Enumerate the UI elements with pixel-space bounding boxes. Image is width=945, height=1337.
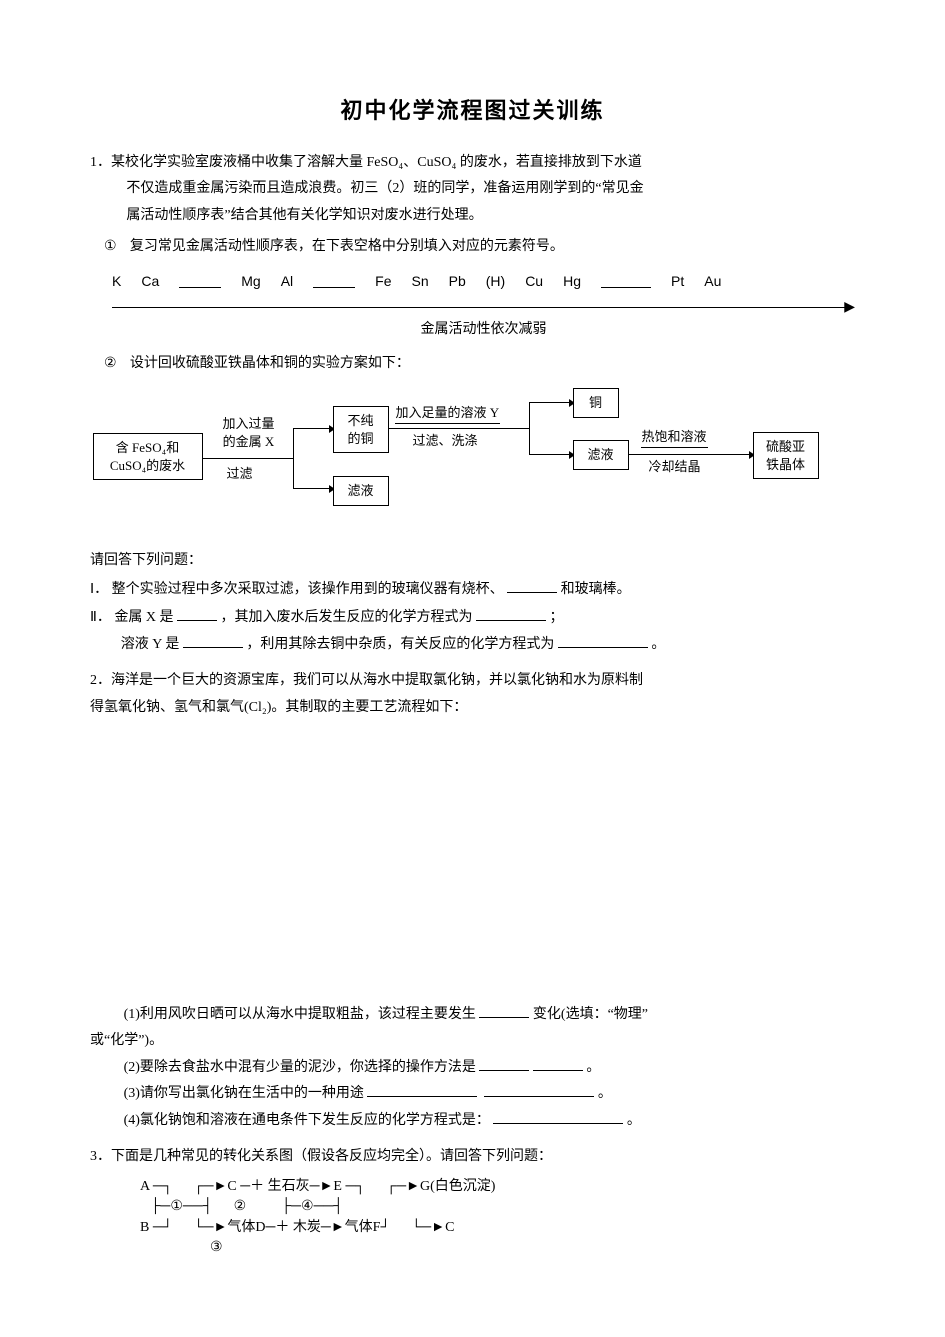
q3: 3．下面是几种常见的转化关系图（假设各反应均完全）。请回答下列问题：: [90, 1144, 855, 1171]
series-pb: Pb: [449, 268, 466, 295]
step2-mark: ②: [104, 349, 126, 376]
step1-text: 复习常见金属活动性顺序表，在下表空格中分别填入对应的元素符号。: [130, 239, 564, 254]
q2-p1-a: (1)利用风吹日晒可以从海水中提取粗盐，该过程主要发生: [124, 1007, 476, 1022]
II-blank-y: [183, 632, 243, 648]
flow-op: 热饱和溶液: [641, 428, 708, 448]
q2-p3: (3)请你写出氯化钠在生活中的一种用途 。: [90, 1081, 855, 1108]
series-h: (H): [486, 268, 505, 295]
page-title: 初中化学流程图过关训练: [90, 90, 855, 132]
I-text-b: 和玻璃棒。: [561, 582, 631, 597]
II-blank-eq1: [476, 605, 546, 621]
q1-step2: ② 设计回收硫酸亚铁晶体和铜的实验方案如下：: [90, 349, 855, 378]
flow-filter-wash: 过滤、洗涤: [413, 432, 478, 450]
q2-p2-b: 。: [586, 1060, 600, 1075]
series-sn: Sn: [412, 268, 429, 295]
q2-p1c: 或“化学”)。: [90, 1028, 855, 1055]
flow-filter-1: 过滤: [227, 465, 253, 483]
flow-box-filtrate-1: 滤液: [333, 476, 389, 506]
q2-p4-a: (4)氯化钠饱和溶液在通电条件下发生反应的化学方程式是：: [124, 1113, 490, 1128]
q2-p2: (2)要除去食盐水中混有少量的泥沙，你选择的操作方法是 。: [90, 1055, 855, 1082]
series-arrow: ▶: [112, 297, 855, 317]
q2-p2-a: (2)要除去食盐水中混有少量的泥沙，你选择的操作方法是: [124, 1060, 476, 1075]
II-l1-b: ，其加入废水后发生反应的化学方程式为: [221, 610, 473, 625]
I-text-a: 整个实验过程中多次采取过滤，该操作用到的玻璃仪器有烧杯、: [112, 582, 504, 597]
q2-p4-blank: [493, 1108, 623, 1124]
flow-op2: 冷却结晶: [649, 458, 701, 476]
q2-p3-a: (3)请你写出氯化钠在生活中的一种用途: [124, 1086, 364, 1101]
flow-add-x: 加入过量 的金属 X: [209, 415, 289, 450]
q2-number: 2．: [90, 673, 111, 688]
series-arrow-label: 金属活动性依次减弱: [112, 317, 855, 344]
q1-step1: ① 复习常见金属活动性顺序表，在下表空格中分别填入对应的元素符号。: [90, 232, 855, 261]
series-blank-1: [179, 274, 221, 288]
flow-box-cu: 铜: [573, 388, 619, 418]
series-al: Al: [281, 268, 293, 295]
q2-p4: (4)氯化钠饱和溶液在通电条件下发生反应的化学方程式是： 。: [90, 1108, 855, 1135]
q1-line3: 属活动性顺序表”结合其他有关化学知识对废水进行处理。: [90, 203, 855, 230]
II-label: Ⅱ．: [90, 610, 111, 625]
II-l1-c: ；: [550, 610, 564, 625]
series-fe: Fe: [375, 268, 391, 295]
q1-II-line2: 溶液 Y 是 ，利用其除去铜中杂质，有关反应的化学方程式为 。: [90, 632, 855, 659]
series-au: Au: [704, 268, 721, 295]
II-l2-a: 溶液 Y 是: [121, 637, 180, 652]
q2-p3-blank1: [367, 1081, 477, 1097]
flow-box-crystal: 硫酸亚 铁晶体: [753, 432, 819, 479]
q1-after-flow: 请回答下列问题：: [90, 548, 855, 575]
series-hg: Hg: [563, 268, 581, 295]
I-label: Ⅰ．: [90, 582, 108, 597]
q1-II-line1: Ⅱ． 金属 X 是 ，其加入废水后发生反应的化学方程式为 ；: [90, 605, 855, 632]
series-mg: Mg: [241, 268, 260, 295]
q2-l1: 海洋是一个巨大的资源宝库，我们可以从海水中提取氯化钠，并以氯化钠和水为原料制: [111, 673, 643, 688]
q2-p1-b: 变化(选填：“物理”: [533, 1007, 648, 1022]
q2-p4-b: 。: [627, 1113, 641, 1128]
flow-box-impure-cu: 不纯 的铜: [333, 406, 389, 453]
series-ca: Ca: [141, 268, 159, 295]
q3-diagram: A ─┐ ┌─►C ─＋ 生石灰─►E ─┐ ┌─►G(白色沉淀) ├─①──┤…: [90, 1177, 855, 1258]
flowchart: 含 FeSO₄和 CuSO₄的废水 加入过量 的金属 X 过滤 不纯 的铜 滤液…: [93, 388, 853, 538]
q1-line2: 不仅造成重金属污染而且造成浪费。初三（2）班的同学，准备运用刚学到的“常见金: [90, 176, 855, 203]
q2-p2-blank2: [533, 1055, 583, 1071]
q1-line1: 某校化学实验室废液桶中收集了溶解大量 FeSO₄、CuSO₄ 的废水，若直接排放…: [111, 155, 642, 170]
step2-text: 设计回收硫酸亚铁晶体和铜的实验方案如下：: [130, 356, 410, 371]
q2-p3-b: 。: [598, 1086, 612, 1101]
series-pt: Pt: [671, 268, 684, 295]
flow-box-waste: 含 FeSO₄和 CuSO₄的废水: [93, 433, 203, 480]
b1-l2: CuSO₄的废水: [100, 457, 196, 475]
flow-add-y: 加入足量的溶液 Y: [395, 404, 501, 424]
II-l2-c: 。: [651, 637, 665, 652]
series-k: K: [112, 268, 121, 295]
II-l1-a: 金属 X 是: [114, 610, 173, 625]
step1-mark: ①: [104, 232, 126, 259]
q2-p1-blank: [479, 1002, 529, 1018]
q2: 2．海洋是一个巨大的资源宝库，我们可以从海水中提取氯化钠，并以氯化钠和水为原料制…: [90, 668, 855, 721]
series-blank-2: [313, 274, 355, 288]
q3-number: 3．: [90, 1149, 111, 1164]
I-blank: [507, 577, 557, 593]
q2-p1: (1)利用风吹日晒可以从海水中提取粗盐，该过程主要发生 变化(选填：“物理”: [90, 1002, 855, 1029]
b1-l1: 含 FeSO₄和: [100, 439, 196, 457]
series-blank-3: [601, 274, 651, 288]
II-blank-x: [177, 605, 217, 621]
q3-text: 下面是几种常见的转化关系图（假设各反应均完全）。请回答下列问题：: [111, 1149, 552, 1164]
II-l2-b: ，利用其除去铜中杂质，有关反应的化学方程式为: [246, 637, 554, 652]
q2-diagram-placeholder: [90, 722, 855, 1002]
q1-I: Ⅰ． 整个实验过程中多次采取过滤，该操作用到的玻璃仪器有烧杯、 和玻璃棒。: [90, 577, 855, 604]
II-blank-eq2: [558, 632, 648, 648]
series-cu: Cu: [525, 268, 543, 295]
q2-p3-blank2: [484, 1081, 594, 1097]
q2-p2-blank: [479, 1055, 529, 1071]
q1: 1．某校化学实验室废液桶中收集了溶解大量 FeSO₄、CuSO₄ 的废水，若直接…: [90, 150, 855, 230]
activity-series: K Ca Mg Al Fe Sn Pb (H) Cu Hg Pt Au ▶ 金属…: [90, 268, 855, 343]
q2-l2: 得氢氧化钠、氢气和氯气(Cl₂)。其制取的主要工艺流程如下：: [90, 695, 855, 722]
q1-number: 1．: [90, 155, 111, 170]
flow-box-filtrate-2: 滤液: [573, 440, 629, 470]
